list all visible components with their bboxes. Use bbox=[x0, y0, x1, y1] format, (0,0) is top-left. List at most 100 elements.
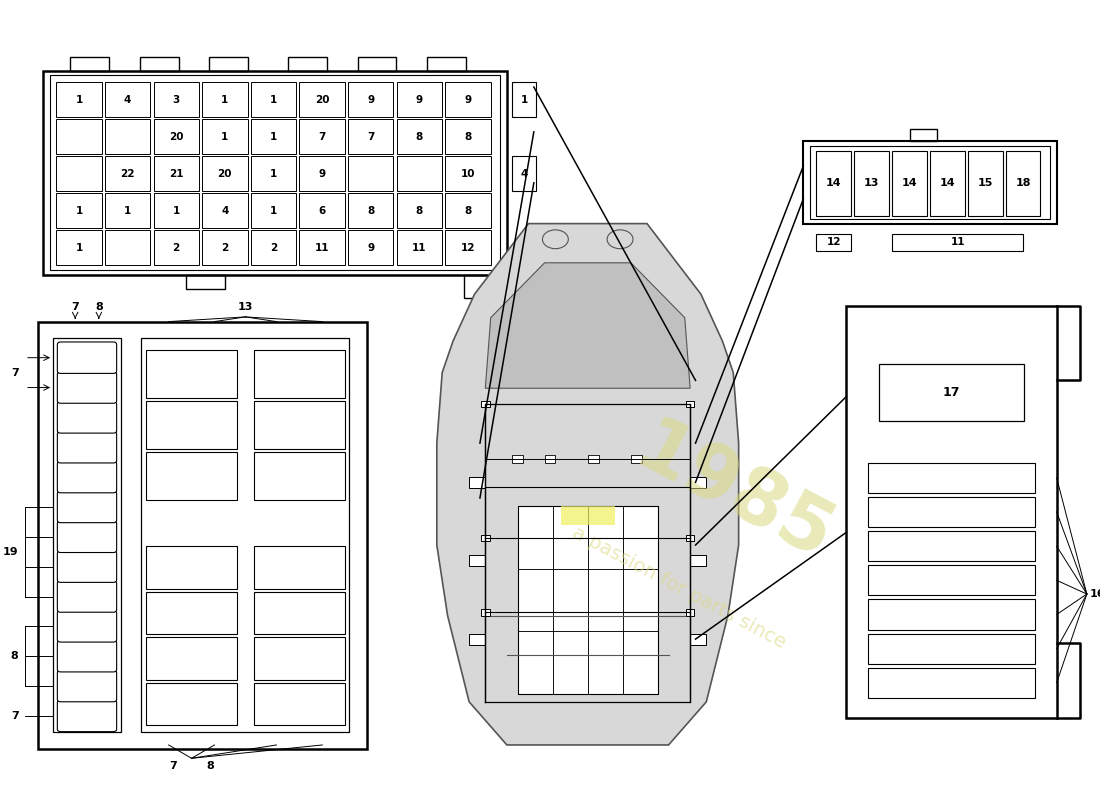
Text: 11: 11 bbox=[315, 243, 329, 253]
Bar bbox=[348, 157, 394, 191]
Text: 6: 6 bbox=[319, 206, 326, 216]
Bar bbox=[930, 150, 965, 216]
Bar bbox=[202, 230, 248, 265]
Bar bbox=[104, 157, 151, 191]
Text: 1: 1 bbox=[270, 169, 277, 179]
Bar bbox=[299, 157, 344, 191]
Bar bbox=[446, 194, 491, 228]
Bar bbox=[513, 82, 536, 117]
Bar bbox=[397, 230, 442, 265]
Text: 1: 1 bbox=[75, 206, 82, 216]
Text: 20: 20 bbox=[218, 169, 232, 179]
Text: 19: 19 bbox=[3, 546, 19, 557]
Bar bbox=[56, 119, 101, 154]
Text: 7: 7 bbox=[11, 711, 19, 721]
Text: 14: 14 bbox=[939, 178, 955, 188]
Text: 2: 2 bbox=[270, 243, 277, 253]
Bar bbox=[623, 569, 658, 631]
FancyBboxPatch shape bbox=[57, 491, 117, 522]
Bar bbox=[623, 631, 658, 694]
Text: 7: 7 bbox=[11, 368, 19, 378]
Bar bbox=[53, 338, 121, 733]
Text: 1: 1 bbox=[75, 95, 82, 105]
Bar bbox=[397, 82, 442, 117]
Bar bbox=[202, 82, 248, 117]
Bar bbox=[552, 569, 587, 631]
Bar bbox=[202, 119, 248, 154]
Bar bbox=[587, 569, 623, 631]
Text: 12: 12 bbox=[461, 243, 475, 253]
Bar bbox=[299, 119, 344, 154]
Text: 21: 21 bbox=[169, 169, 184, 179]
Text: 9: 9 bbox=[464, 95, 472, 105]
Bar bbox=[50, 75, 501, 270]
Bar bbox=[56, 194, 101, 228]
Bar bbox=[810, 146, 1050, 219]
Bar bbox=[251, 119, 296, 154]
Bar bbox=[847, 306, 1057, 718]
FancyBboxPatch shape bbox=[57, 670, 117, 702]
Bar bbox=[868, 462, 1035, 493]
Bar bbox=[154, 194, 199, 228]
Text: 8: 8 bbox=[464, 206, 472, 216]
Text: 20: 20 bbox=[315, 95, 329, 105]
FancyBboxPatch shape bbox=[57, 610, 117, 642]
Text: 1985: 1985 bbox=[621, 411, 845, 577]
Bar bbox=[142, 338, 350, 733]
Text: 8: 8 bbox=[464, 132, 472, 142]
Bar bbox=[587, 506, 623, 569]
Text: 9: 9 bbox=[367, 95, 374, 105]
Bar bbox=[288, 57, 327, 70]
FancyBboxPatch shape bbox=[57, 551, 117, 582]
Bar bbox=[868, 531, 1035, 562]
Bar bbox=[552, 506, 587, 569]
Text: 2: 2 bbox=[221, 243, 229, 253]
Bar bbox=[348, 119, 394, 154]
Text: 4: 4 bbox=[221, 206, 229, 216]
Bar bbox=[253, 683, 345, 726]
Bar bbox=[631, 455, 641, 462]
Bar bbox=[397, 194, 442, 228]
Bar bbox=[561, 506, 615, 526]
Text: 13: 13 bbox=[238, 302, 253, 313]
Bar bbox=[910, 129, 937, 142]
Bar bbox=[104, 119, 151, 154]
Bar bbox=[37, 322, 366, 749]
Text: 1: 1 bbox=[221, 95, 229, 105]
Bar bbox=[470, 477, 485, 488]
Bar bbox=[251, 194, 296, 228]
Bar bbox=[518, 569, 552, 631]
Bar bbox=[154, 119, 199, 154]
Bar bbox=[253, 452, 345, 500]
Bar bbox=[518, 631, 552, 694]
Bar bbox=[427, 57, 466, 70]
Text: 7: 7 bbox=[169, 761, 177, 771]
FancyBboxPatch shape bbox=[57, 342, 117, 374]
Text: 2: 2 bbox=[173, 243, 180, 253]
Text: 8: 8 bbox=[95, 302, 102, 313]
Bar bbox=[253, 401, 345, 449]
Bar bbox=[43, 70, 507, 274]
Bar bbox=[251, 82, 296, 117]
Bar bbox=[868, 668, 1035, 698]
Bar bbox=[623, 506, 658, 569]
FancyBboxPatch shape bbox=[57, 641, 117, 672]
Bar bbox=[253, 350, 345, 398]
Bar bbox=[299, 230, 344, 265]
Bar bbox=[104, 194, 151, 228]
Bar bbox=[892, 150, 927, 216]
Bar bbox=[145, 638, 238, 680]
Bar bbox=[816, 150, 851, 216]
Text: 18: 18 bbox=[1015, 178, 1031, 188]
Text: 20: 20 bbox=[169, 132, 184, 142]
Bar bbox=[690, 555, 706, 566]
Bar bbox=[145, 350, 238, 398]
Text: 14: 14 bbox=[826, 178, 842, 188]
Bar bbox=[690, 634, 706, 645]
Bar bbox=[397, 157, 442, 191]
Bar bbox=[481, 610, 490, 616]
Text: a passion for parts since: a passion for parts since bbox=[570, 524, 790, 653]
Bar bbox=[513, 455, 524, 462]
Bar bbox=[253, 638, 345, 680]
Bar bbox=[513, 157, 536, 191]
